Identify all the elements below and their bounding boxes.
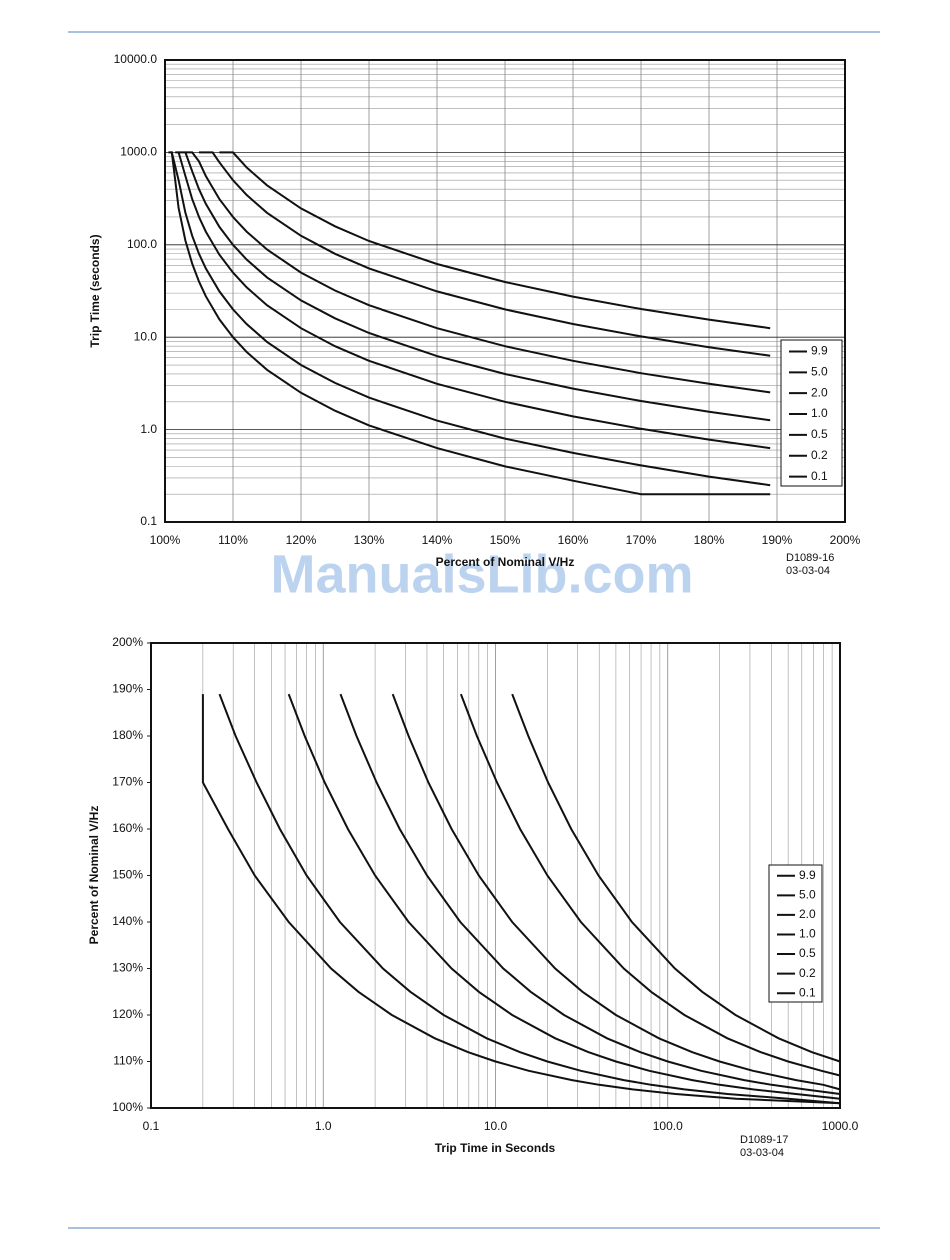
y-tick-label: 10000.0: [114, 52, 158, 66]
y-tick-label: 200%: [112, 635, 143, 649]
x-tick-label: 100%: [150, 533, 181, 547]
y-tick-label: 120%: [112, 1007, 143, 1021]
y-tick-label: 110%: [113, 1054, 143, 1068]
x-tick-label: 200%: [830, 533, 861, 547]
legend-entry: 0.1: [799, 985, 816, 999]
legend-entry: 0.1: [811, 469, 828, 483]
x-tick-label: 180%: [694, 533, 725, 547]
x-axis-label: Percent of Nominal V/Hz: [436, 555, 575, 569]
legend-entry: 0.2: [811, 448, 828, 462]
x-tick-label: 130%: [354, 533, 385, 547]
y-tick-label: 100.0: [127, 237, 157, 251]
legend-entry: 5.0: [799, 888, 816, 902]
curve: [175, 151, 771, 450]
y-axis-label: Percent of Nominal V/Hz: [87, 806, 101, 945]
annotation: D1089-17: [740, 1134, 788, 1146]
legend-entry: 0.5: [811, 427, 828, 441]
x-tick-label: 140%: [422, 533, 453, 547]
legend-box: [780, 339, 843, 487]
y-tick-label: 140%: [112, 914, 143, 928]
y-axis-label: Trip Time (seconds): [88, 234, 102, 347]
x-tick-label: 1.0: [315, 1119, 332, 1133]
y-tick-label: 160%: [112, 821, 143, 835]
x-tick-label: 120%: [286, 533, 317, 547]
x-tick-label: 0.1: [143, 1119, 160, 1133]
annotation: 03-03-04: [786, 565, 830, 577]
watermark: ManualsLib.com: [270, 544, 693, 604]
x-tick-label: 170%: [626, 533, 657, 547]
legend-entry: 5.0: [811, 365, 828, 379]
curve: [218, 693, 841, 1105]
x-tick-label: 1000.0: [822, 1119, 859, 1133]
x-axis-label: Trip Time in Seconds: [435, 1141, 556, 1155]
y-tick-label: 190%: [112, 682, 143, 696]
curve: [201, 694, 841, 1105]
legend-entry: 0.5: [799, 946, 816, 960]
legend-entry: 2.0: [799, 907, 816, 921]
y-tick-label: 150%: [112, 868, 143, 882]
y-tick-label: 10.0: [134, 329, 158, 343]
y-tick-label: 1000.0: [120, 145, 157, 159]
curve: [511, 693, 841, 1063]
curve: [287, 693, 841, 1100]
y-tick-label: 170%: [112, 775, 143, 789]
curve: [391, 693, 841, 1091]
legend-entry: 9.9: [799, 868, 816, 882]
plot-frame: [150, 642, 841, 1109]
legend-entry: 0.2: [799, 966, 816, 980]
x-tick-label: 10.0: [484, 1119, 508, 1133]
curve: [168, 151, 771, 496]
legend-entry: 1.0: [811, 406, 828, 420]
legend-entry: 1.0: [799, 927, 816, 941]
legend-entry: 2.0: [811, 385, 828, 399]
x-tick-label: 160%: [558, 533, 589, 547]
y-tick-label: 100%: [112, 1100, 143, 1114]
curve: [170, 151, 771, 487]
legend-entry: 9.9: [811, 344, 828, 358]
y-tick-label: 0.1: [140, 514, 157, 528]
y-tick-label: 180%: [112, 728, 143, 742]
curve: [178, 151, 771, 422]
y-tick-label: 1.0: [140, 422, 157, 436]
x-tick-label: 110%: [218, 533, 248, 547]
x-tick-label: 150%: [490, 533, 521, 547]
annotation: D1089-16: [786, 552, 834, 564]
curve: [339, 693, 841, 1095]
curve: [219, 151, 771, 330]
curve: [459, 693, 841, 1077]
curve: [199, 151, 771, 357]
annotation: 03-03-04: [740, 1147, 784, 1159]
x-tick-label: 190%: [762, 533, 793, 547]
x-tick-label: 100.0: [653, 1119, 683, 1133]
plot-frame: [164, 59, 846, 523]
curve: [185, 151, 771, 394]
y-tick-label: 130%: [112, 961, 143, 975]
